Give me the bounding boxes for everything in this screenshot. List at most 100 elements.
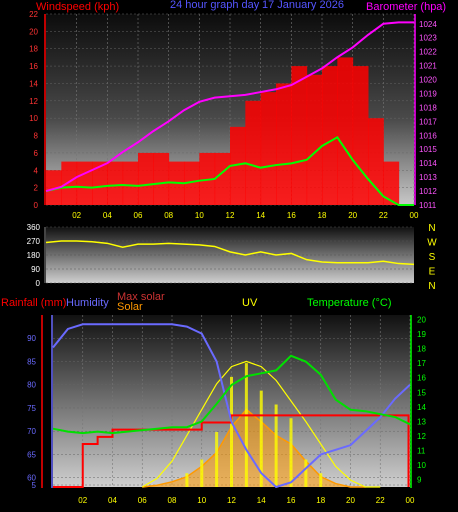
humidity-tick-label: 85 — [27, 357, 36, 366]
barometer-tick-label: 1013 — [419, 173, 437, 182]
windspeed-bar — [214, 152, 231, 205]
barometer-axis-title: Barometer (hpa) — [366, 1, 446, 13]
time-tick-label: 14 — [257, 496, 266, 505]
compass-letter: W — [427, 238, 437, 249]
max-solar-line — [141, 360, 381, 488]
wind-tick-label: 6 — [34, 149, 39, 158]
temp-humidity-panel: 560 65 70 75 80 85 90 9 10 11 12 13 14 15 16 17 18 19 20 — [27, 315, 426, 490]
time-tick-label: 16 — [287, 211, 296, 220]
max-solar-legend: Max solar — [117, 291, 165, 303]
barometer-tick-label: 1015 — [419, 145, 437, 154]
humidity-tick-label: 60 — [27, 474, 36, 483]
wind-tick-label: 14 — [29, 79, 38, 88]
windspeed-bar — [291, 66, 308, 205]
time-tick-label: 08 — [164, 211, 173, 220]
barometer-tick-label: 1016 — [419, 131, 437, 140]
windspeed-bar — [76, 161, 93, 205]
windspeed-bar — [368, 118, 384, 205]
humidity-axis-title: Humidity — [66, 297, 109, 309]
time-tick-label: 20 — [346, 496, 355, 505]
wind-tick-label: 22 — [29, 10, 38, 19]
time-tick-label: 18 — [318, 211, 327, 220]
wind-tick-label: 2 — [34, 184, 39, 193]
barometer-tick-label: 1019 — [419, 89, 437, 98]
time-tick-label: 04 — [103, 211, 112, 220]
temperature-axis-title: Temperature (°C) — [307, 297, 391, 309]
temperature-tick-label: 19 — [417, 330, 426, 339]
windspeed-bar — [107, 161, 124, 205]
windspeed-bar — [306, 74, 323, 205]
temperature-tick-label: 20 — [417, 315, 426, 324]
rainfall-axis-title: Rainfall (mm) — [1, 297, 66, 309]
wind-tick-label: 10 — [29, 114, 38, 123]
humidity-line — [52, 323, 411, 489]
windspeed-bar — [184, 161, 200, 205]
windspeed-bar — [352, 66, 369, 205]
time-tick-label: 04 — [108, 496, 117, 505]
compass-letter: S — [429, 252, 436, 263]
rainfall-line — [53, 414, 410, 488]
solar-legend: Solar — [117, 301, 143, 313]
humidity-tick-label: 70 — [27, 427, 36, 436]
wind-tick-label: 8 — [34, 132, 39, 141]
humidity-tick-label: 90 — [27, 334, 36, 343]
time-tick-label: 02 — [78, 496, 87, 505]
windspeed-bar — [276, 83, 292, 205]
compass-letter: E — [429, 267, 436, 278]
wind-tick-label: 0 — [34, 201, 39, 210]
windspeed-bar — [138, 152, 154, 205]
time-tick-label: 16 — [287, 496, 296, 505]
barometer-tick-label: 1024 — [419, 20, 437, 29]
barometer-tick-label: 1022 — [419, 48, 437, 57]
humidity-tick-label: 5 — [32, 481, 37, 490]
barometer-line — [45, 21, 414, 193]
direction-tick-label: 180 — [27, 251, 41, 260]
compass-letter: N — [428, 223, 435, 234]
time-tick-label: 12 — [227, 496, 236, 505]
temperature-tick-label: 10 — [417, 461, 426, 470]
windspeed-bar — [383, 161, 400, 205]
time-tick-label: 10 — [195, 211, 204, 220]
humidity-tick-label: 75 — [27, 404, 36, 413]
time-tick-label: 00 — [410, 211, 419, 220]
temperature-tick-label: 9 — [417, 476, 422, 485]
barometer-tick-label: 1021 — [419, 62, 437, 71]
temperature-tick-label: 15 — [417, 388, 426, 397]
barometer-tick-label: 1011 — [419, 201, 437, 210]
windspeed-bar — [46, 170, 62, 205]
time-tick-label: 06 — [134, 211, 143, 220]
time-tick-label: 22 — [379, 211, 388, 220]
direction-tick-label: 270 — [27, 237, 41, 246]
windspeed-bar — [122, 161, 139, 205]
average-windspeed-line — [45, 135, 414, 206]
wind-tick-label: 12 — [29, 97, 38, 106]
windspeed-bar — [337, 57, 354, 206]
solar-area — [142, 409, 366, 487]
wind-tick-label: 4 — [34, 166, 39, 175]
wind-direction-line — [45, 240, 415, 266]
barometer-tick-label: 1018 — [419, 103, 437, 112]
direction-tick-label: 360 — [27, 223, 41, 232]
direction-tick-label: 90 — [31, 265, 40, 274]
wind-tick-label: 16 — [29, 62, 38, 71]
temperature-tick-label: 14 — [417, 403, 426, 412]
temperature-tick-label: 12 — [417, 432, 426, 441]
windspeed-bar — [153, 152, 170, 205]
compass-letter: N — [428, 281, 435, 292]
windspeed-bar — [61, 161, 78, 205]
temperature-tick-label: 16 — [417, 374, 426, 383]
graph-title: 24 hour graph day — [170, 0, 260, 11]
temperature-tick-label: 13 — [417, 417, 426, 426]
humidity-tick-label: 80 — [27, 381, 36, 390]
direction-tick-label: 0 — [36, 279, 41, 288]
barometer-tick-label: 1014 — [419, 159, 437, 168]
time-tick-label: 14 — [256, 211, 265, 220]
time-tick-label: 02 — [72, 211, 81, 220]
time-tick-label: 08 — [168, 496, 177, 505]
windspeed-bar — [230, 126, 246, 205]
barometer-tick-label: 1012 — [419, 187, 437, 196]
temperature-tick-label: 17 — [417, 359, 426, 368]
windspeed-bar — [322, 66, 338, 205]
humidity-tick-label: 65 — [27, 450, 36, 459]
